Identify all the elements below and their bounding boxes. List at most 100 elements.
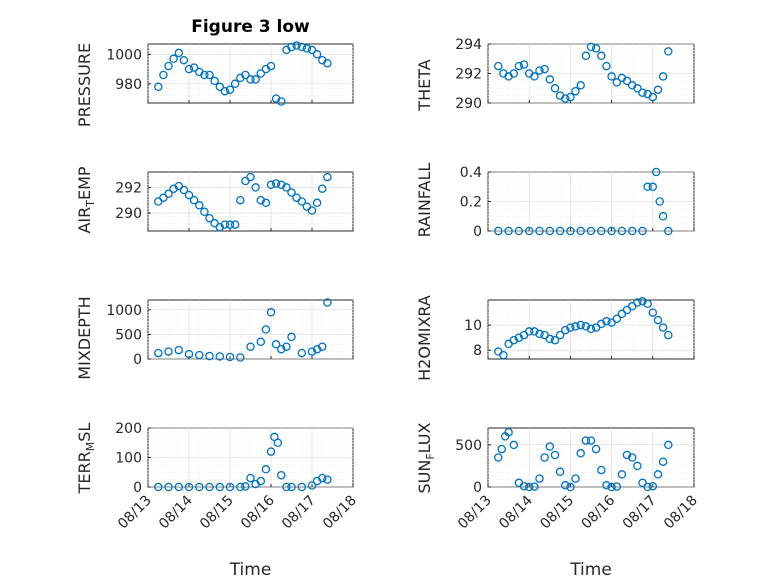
data-point [514, 61, 524, 71]
data-point [607, 72, 616, 81]
data-point [524, 327, 534, 336]
data-point [297, 42, 307, 52]
y-axis-label: TERRMSL [75, 423, 97, 495]
data-point [591, 44, 601, 53]
data-point [236, 482, 245, 492]
data-point [323, 172, 332, 182]
data-point [586, 42, 596, 52]
data-point [251, 75, 260, 84]
data-point [261, 198, 271, 208]
chart-title: Figure 3 low [191, 17, 310, 37]
data-point [607, 226, 616, 236]
x-tick-label: 08/18 [320, 493, 360, 533]
data-point [530, 482, 539, 491]
data-point [256, 195, 266, 205]
data-point [195, 350, 204, 360]
data-point [638, 226, 647, 236]
data-point [643, 482, 652, 492]
data-point [591, 444, 601, 454]
data-point [545, 75, 555, 84]
x-tick-label: 08/13 [455, 493, 495, 533]
data-point [561, 481, 570, 490]
data-point [282, 183, 291, 192]
data-point [571, 474, 580, 483]
data-point [169, 54, 178, 64]
data-point [627, 226, 637, 236]
data-point [540, 64, 549, 74]
data-point [271, 179, 281, 188]
data-point [273, 438, 283, 448]
data-point [653, 315, 663, 325]
data-point [189, 63, 199, 72]
x-axis-label: Time [229, 560, 272, 580]
subplot-6: 8 10 H2OMIXRA [415, 295, 695, 381]
data-point [602, 61, 611, 71]
data-point [323, 298, 332, 307]
data-point [535, 226, 544, 236]
data-point [612, 78, 622, 87]
y-tick-label: 100 [115, 451, 142, 467]
y-tick-label: 1000 [106, 303, 142, 319]
y-tick-label: 1000 [106, 47, 142, 63]
data-point [633, 84, 642, 93]
x-tick-label: 08/16 [579, 492, 619, 532]
data-point [648, 182, 658, 192]
data-point [509, 440, 519, 450]
data-point [307, 206, 317, 215]
data-point [312, 344, 322, 354]
data-point [581, 51, 591, 61]
y-tick-label: 294 [455, 37, 482, 53]
data-point [555, 226, 565, 236]
x-tick-label: 08/13 [115, 493, 155, 533]
data-point [519, 481, 529, 491]
data-point [602, 481, 611, 490]
data-point [535, 474, 544, 483]
data-point [287, 482, 296, 492]
data-point [266, 61, 276, 71]
data-point [297, 197, 307, 206]
data-point [627, 453, 637, 462]
data-point [164, 189, 173, 199]
data-point [200, 70, 209, 80]
data-point [514, 333, 524, 342]
data-point [555, 330, 565, 340]
data-point [576, 320, 585, 330]
data-point [282, 342, 291, 351]
x-tick-label: 08/17 [279, 493, 319, 533]
data-point [617, 226, 627, 236]
data-point [282, 482, 291, 492]
y-axis-label: PRESSURE [75, 43, 94, 127]
data-point [633, 461, 642, 471]
data-point [653, 85, 663, 94]
y-axis-label: RAINFALL [415, 163, 434, 238]
data-point [292, 41, 301, 50]
data-point [638, 88, 647, 97]
data-point [648, 92, 658, 102]
y-tick-label: 0 [133, 480, 142, 496]
y-tick-label: 10 [464, 318, 482, 334]
data-point [571, 322, 580, 331]
data-point [277, 180, 286, 190]
data-point [225, 352, 235, 362]
data-point [519, 60, 529, 69]
data-point [571, 86, 580, 96]
data-point [230, 79, 240, 89]
y-axis-label: AIRTEMP [75, 166, 97, 233]
data-point [154, 82, 163, 92]
data-point [550, 450, 560, 460]
subplot-3: 290 292 AIRTEMP [75, 166, 354, 234]
data-point [312, 198, 322, 208]
x-axis-label: Time [569, 560, 612, 580]
subplot-8: 0 500 SUNFLUX 08/13 08/14 08/15 08/16 08/17 08/1… [415, 422, 701, 580]
data-point [566, 323, 575, 332]
data-point [159, 70, 168, 80]
data-point [307, 481, 317, 490]
subplot-7: 0 100 200 TERRMSL 08/13 08/14 08/15 08/16 08/17 0… [75, 421, 360, 580]
data-point [220, 220, 230, 229]
data-point [154, 348, 163, 358]
y-tick-label: 290 [455, 96, 482, 112]
data-point [658, 457, 668, 466]
data-point [174, 482, 184, 492]
data-point [271, 340, 281, 349]
data-point [655, 197, 664, 206]
